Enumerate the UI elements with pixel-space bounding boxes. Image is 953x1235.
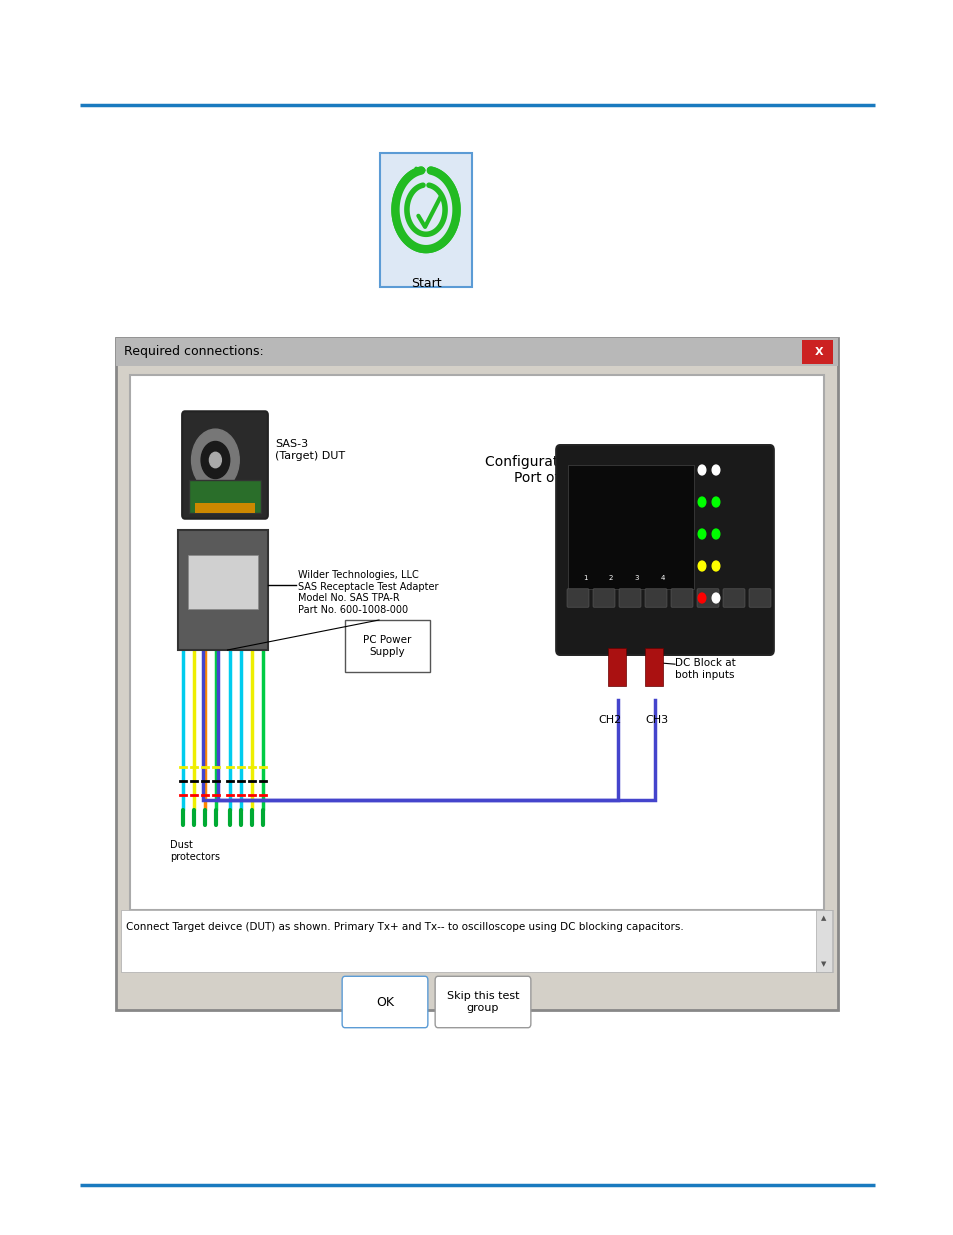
Circle shape <box>712 561 720 571</box>
Circle shape <box>416 198 436 222</box>
Text: Required connections:: Required connections: <box>124 346 263 358</box>
Text: SAS-3
(Target) DUT: SAS-3 (Target) DUT <box>274 440 345 461</box>
FancyBboxPatch shape <box>748 589 770 608</box>
Text: 2: 2 <box>608 576 613 580</box>
FancyBboxPatch shape <box>618 589 640 608</box>
Circle shape <box>201 441 230 478</box>
Text: Configuration for Testing Primary
Port of a “Target” Device: Configuration for Testing Primary Port o… <box>485 454 714 485</box>
FancyBboxPatch shape <box>345 620 430 672</box>
FancyBboxPatch shape <box>644 648 662 685</box>
Text: Wilder Technologies, LLC
SAS Receptacle Test Adapter
Model No. SAS TPA-R
Part No: Wilder Technologies, LLC SAS Receptacle … <box>297 571 438 615</box>
FancyBboxPatch shape <box>556 445 773 655</box>
Circle shape <box>698 466 705 475</box>
Circle shape <box>210 452 221 468</box>
Text: OK: OK <box>375 995 394 1009</box>
Text: Skip this test
group: Skip this test group <box>446 992 518 1013</box>
Circle shape <box>712 529 720 538</box>
FancyBboxPatch shape <box>182 411 268 519</box>
FancyBboxPatch shape <box>194 503 254 513</box>
Text: 1: 1 <box>582 576 587 580</box>
Text: Start: Start <box>410 277 441 290</box>
Polygon shape <box>395 170 456 249</box>
Circle shape <box>698 529 705 538</box>
Circle shape <box>698 561 705 571</box>
FancyBboxPatch shape <box>644 589 666 608</box>
Circle shape <box>712 466 720 475</box>
Circle shape <box>712 496 720 506</box>
FancyBboxPatch shape <box>607 648 625 685</box>
FancyBboxPatch shape <box>189 480 261 513</box>
FancyBboxPatch shape <box>593 589 615 608</box>
FancyBboxPatch shape <box>697 589 719 608</box>
FancyBboxPatch shape <box>670 589 692 608</box>
FancyBboxPatch shape <box>722 589 744 608</box>
Text: ▲: ▲ <box>821 915 826 921</box>
FancyBboxPatch shape <box>566 589 588 608</box>
FancyBboxPatch shape <box>815 910 831 972</box>
Text: X: X <box>814 347 822 357</box>
Text: CH3: CH3 <box>645 715 668 725</box>
FancyBboxPatch shape <box>567 466 693 589</box>
Text: 3: 3 <box>634 576 639 580</box>
FancyBboxPatch shape <box>342 977 427 1028</box>
Text: PC Power
Supply: PC Power Supply <box>363 635 412 657</box>
FancyBboxPatch shape <box>116 338 837 1010</box>
FancyBboxPatch shape <box>801 341 832 363</box>
FancyBboxPatch shape <box>188 555 257 609</box>
Text: 4: 4 <box>660 576 664 580</box>
FancyBboxPatch shape <box>130 375 823 910</box>
FancyBboxPatch shape <box>116 338 837 366</box>
Text: CH2: CH2 <box>598 715 621 725</box>
Circle shape <box>712 593 720 603</box>
Circle shape <box>192 429 239 490</box>
FancyBboxPatch shape <box>121 910 832 972</box>
FancyBboxPatch shape <box>178 530 268 650</box>
Circle shape <box>698 593 705 603</box>
Text: DC Block at
both inputs: DC Block at both inputs <box>675 658 735 679</box>
FancyBboxPatch shape <box>435 977 530 1028</box>
Text: Dust
protectors: Dust protectors <box>170 840 220 862</box>
Text: Connect Target deivce (DUT) as shown. Primary Tx+ and Tx-- to oscilloscope using: Connect Target deivce (DUT) as shown. Pr… <box>126 923 683 932</box>
FancyBboxPatch shape <box>379 153 472 288</box>
Text: ▼: ▼ <box>821 961 826 967</box>
Circle shape <box>698 496 705 506</box>
